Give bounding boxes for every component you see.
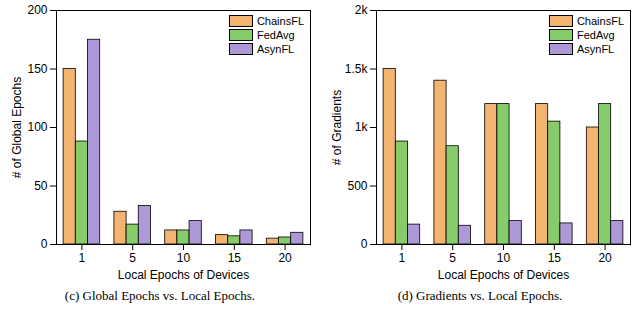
svg-text:15: 15 xyxy=(228,251,242,265)
svg-text:Local Epochs of Devices: Local Epochs of Devices xyxy=(438,268,569,282)
html-text:ChainsFL: ChainsFL xyxy=(256,15,304,27)
svg-text:10: 10 xyxy=(497,251,511,265)
svg-text:20: 20 xyxy=(278,251,292,265)
html-text:FedAvg: FedAvg xyxy=(576,29,615,41)
svg-text:0: 0 xyxy=(41,237,48,251)
svg-text:50: 50 xyxy=(34,179,48,193)
html-text:AsynFL: AsynFL xyxy=(576,43,615,55)
html-text:ChainsFL: ChainsFL xyxy=(576,15,624,27)
svg-text:0: 0 xyxy=(361,237,368,251)
svg-text:150: 150 xyxy=(27,62,47,76)
svg-text:# of Gradients: # of Gradients xyxy=(330,90,344,165)
svg-text:Local Epochs of Devices: Local Epochs of Devices xyxy=(118,268,249,282)
svg-text:1: 1 xyxy=(399,251,406,265)
svg-text:5: 5 xyxy=(449,251,456,265)
html-text:(c) Global Epochs vs. Local Ep: (c) Global Epochs vs. Local Epochs. xyxy=(64,288,256,303)
svg-text:20: 20 xyxy=(598,251,612,265)
svg-text:200: 200 xyxy=(27,3,47,17)
svg-text:500: 500 xyxy=(347,179,367,193)
html-text:(d) Gradients vs. Local Epochs: (d) Gradients vs. Local Epochs. xyxy=(397,288,563,303)
svg-text:5: 5 xyxy=(129,251,136,265)
svg-text:15: 15 xyxy=(548,251,562,265)
svg-text:1k: 1k xyxy=(355,120,369,134)
html-text:AsynFL: AsynFL xyxy=(256,43,295,55)
svg-text:10: 10 xyxy=(177,251,191,265)
svg-text:100: 100 xyxy=(27,120,47,134)
svg-text:1: 1 xyxy=(79,251,86,265)
svg-text:# of Global Epochs: # of Global Epochs xyxy=(10,77,24,178)
html-text:FedAvg: FedAvg xyxy=(256,29,295,41)
svg-text:1.5k: 1.5k xyxy=(345,62,369,76)
svg-text:2k: 2k xyxy=(355,3,369,17)
